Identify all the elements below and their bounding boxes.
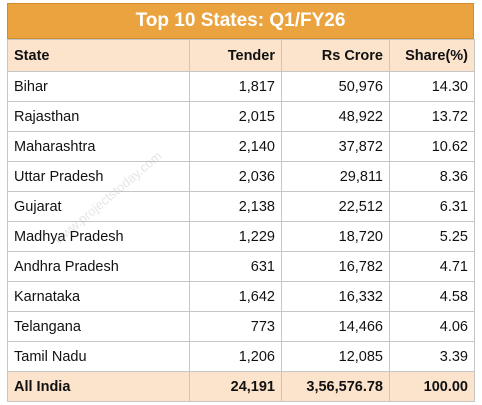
table-cell: Andhra Pradesh xyxy=(7,251,190,282)
table-cell: Bihar xyxy=(7,71,190,102)
table-cell: 4.58 xyxy=(389,281,475,312)
table-cell: 1,642 xyxy=(189,281,282,312)
table-cell: Tamil Nadu xyxy=(7,341,190,372)
total-row: All India 24,191 3,56,576.78 100.00 xyxy=(7,371,475,402)
table-cell: 631 xyxy=(189,251,282,282)
table-cell: 100.00 xyxy=(389,371,475,402)
table-cell: 16,332 xyxy=(281,281,390,312)
table-cell: 3.39 xyxy=(389,341,475,372)
table-cell: Rs Crore xyxy=(281,39,390,72)
table-cell: 2,140 xyxy=(189,131,282,162)
table-cell: 14.30 xyxy=(389,71,475,102)
table-cell: 1,817 xyxy=(189,71,282,102)
table-cell: Telangana xyxy=(7,311,190,342)
table-cell: 3,56,576.78 xyxy=(281,371,390,402)
table-row: Uttar Pradesh 2,036 29,811 8.36 xyxy=(7,161,475,192)
table-row: Andhra Pradesh 631 16,782 4.71 xyxy=(7,251,475,282)
table-cell: 2,015 xyxy=(189,101,282,132)
table-cell: Share(%) xyxy=(389,39,475,72)
table-row: Karnataka 1,642 16,332 4.58 xyxy=(7,281,475,312)
table-cell: All India xyxy=(7,371,190,402)
table-cell: Karnataka xyxy=(7,281,190,312)
table-row: Telangana 773 14,466 4.06 xyxy=(7,311,475,342)
table-cell: 10.62 xyxy=(389,131,475,162)
table-cell: 8.36 xyxy=(389,161,475,192)
table-cell: 12,085 xyxy=(281,341,390,372)
table-cell: 50,976 xyxy=(281,71,390,102)
table-cell: Madhya Pradesh xyxy=(7,221,190,252)
table-row: Bihar 1,817 50,976 14.30 xyxy=(7,71,475,102)
table-cell: 6.31 xyxy=(389,191,475,222)
table-cell: Gujarat xyxy=(7,191,190,222)
table-cell: 29,811 xyxy=(281,161,390,192)
table-cell: 4.06 xyxy=(389,311,475,342)
table-row: Rajasthan 2,015 48,922 13.72 xyxy=(7,101,475,132)
table-cell: Rajasthan xyxy=(7,101,190,132)
table-row: Madhya Pradesh 1,229 18,720 5.25 xyxy=(7,221,475,252)
table-cell: 14,466 xyxy=(281,311,390,342)
header-row: State Tender Rs Crore Share(%) xyxy=(7,39,475,72)
data-table: State Tender Rs Crore Share(%) Bihar 1,817 50,… xyxy=(7,39,475,402)
table-cell: State xyxy=(7,39,190,72)
table-cell: Uttar Pradesh xyxy=(7,161,190,192)
table-cell: 1,206 xyxy=(189,341,282,372)
table-cell: 5.25 xyxy=(389,221,475,252)
table-card: Top 10 States: Q1/FY26 State Tender Rs Cro… xyxy=(7,3,475,402)
table-cell: 773 xyxy=(189,311,282,342)
table-row: Maharashtra 2,140 37,872 10.62 xyxy=(7,131,475,162)
table-cell: 18,720 xyxy=(281,221,390,252)
table-cell: 4.71 xyxy=(389,251,475,282)
table-row: Gujarat 2,138 22,512 6.31 xyxy=(7,191,475,222)
table-cell: 16,782 xyxy=(281,251,390,282)
table-title: Top 10 States: Q1/FY26 xyxy=(7,3,474,39)
table-cell: 1,229 xyxy=(189,221,282,252)
table-cell: 22,512 xyxy=(281,191,390,222)
table-cell: 2,036 xyxy=(189,161,282,192)
table-cell: 2,138 xyxy=(189,191,282,222)
table-cell: 13.72 xyxy=(389,101,475,132)
table-row: Tamil Nadu 1,206 12,085 3.39 xyxy=(7,341,475,372)
table-cell: 48,922 xyxy=(281,101,390,132)
table-cell: 24,191 xyxy=(189,371,282,402)
table-cell: Maharashtra xyxy=(7,131,190,162)
table-cell: Tender xyxy=(189,39,282,72)
table-cell: 37,872 xyxy=(281,131,390,162)
